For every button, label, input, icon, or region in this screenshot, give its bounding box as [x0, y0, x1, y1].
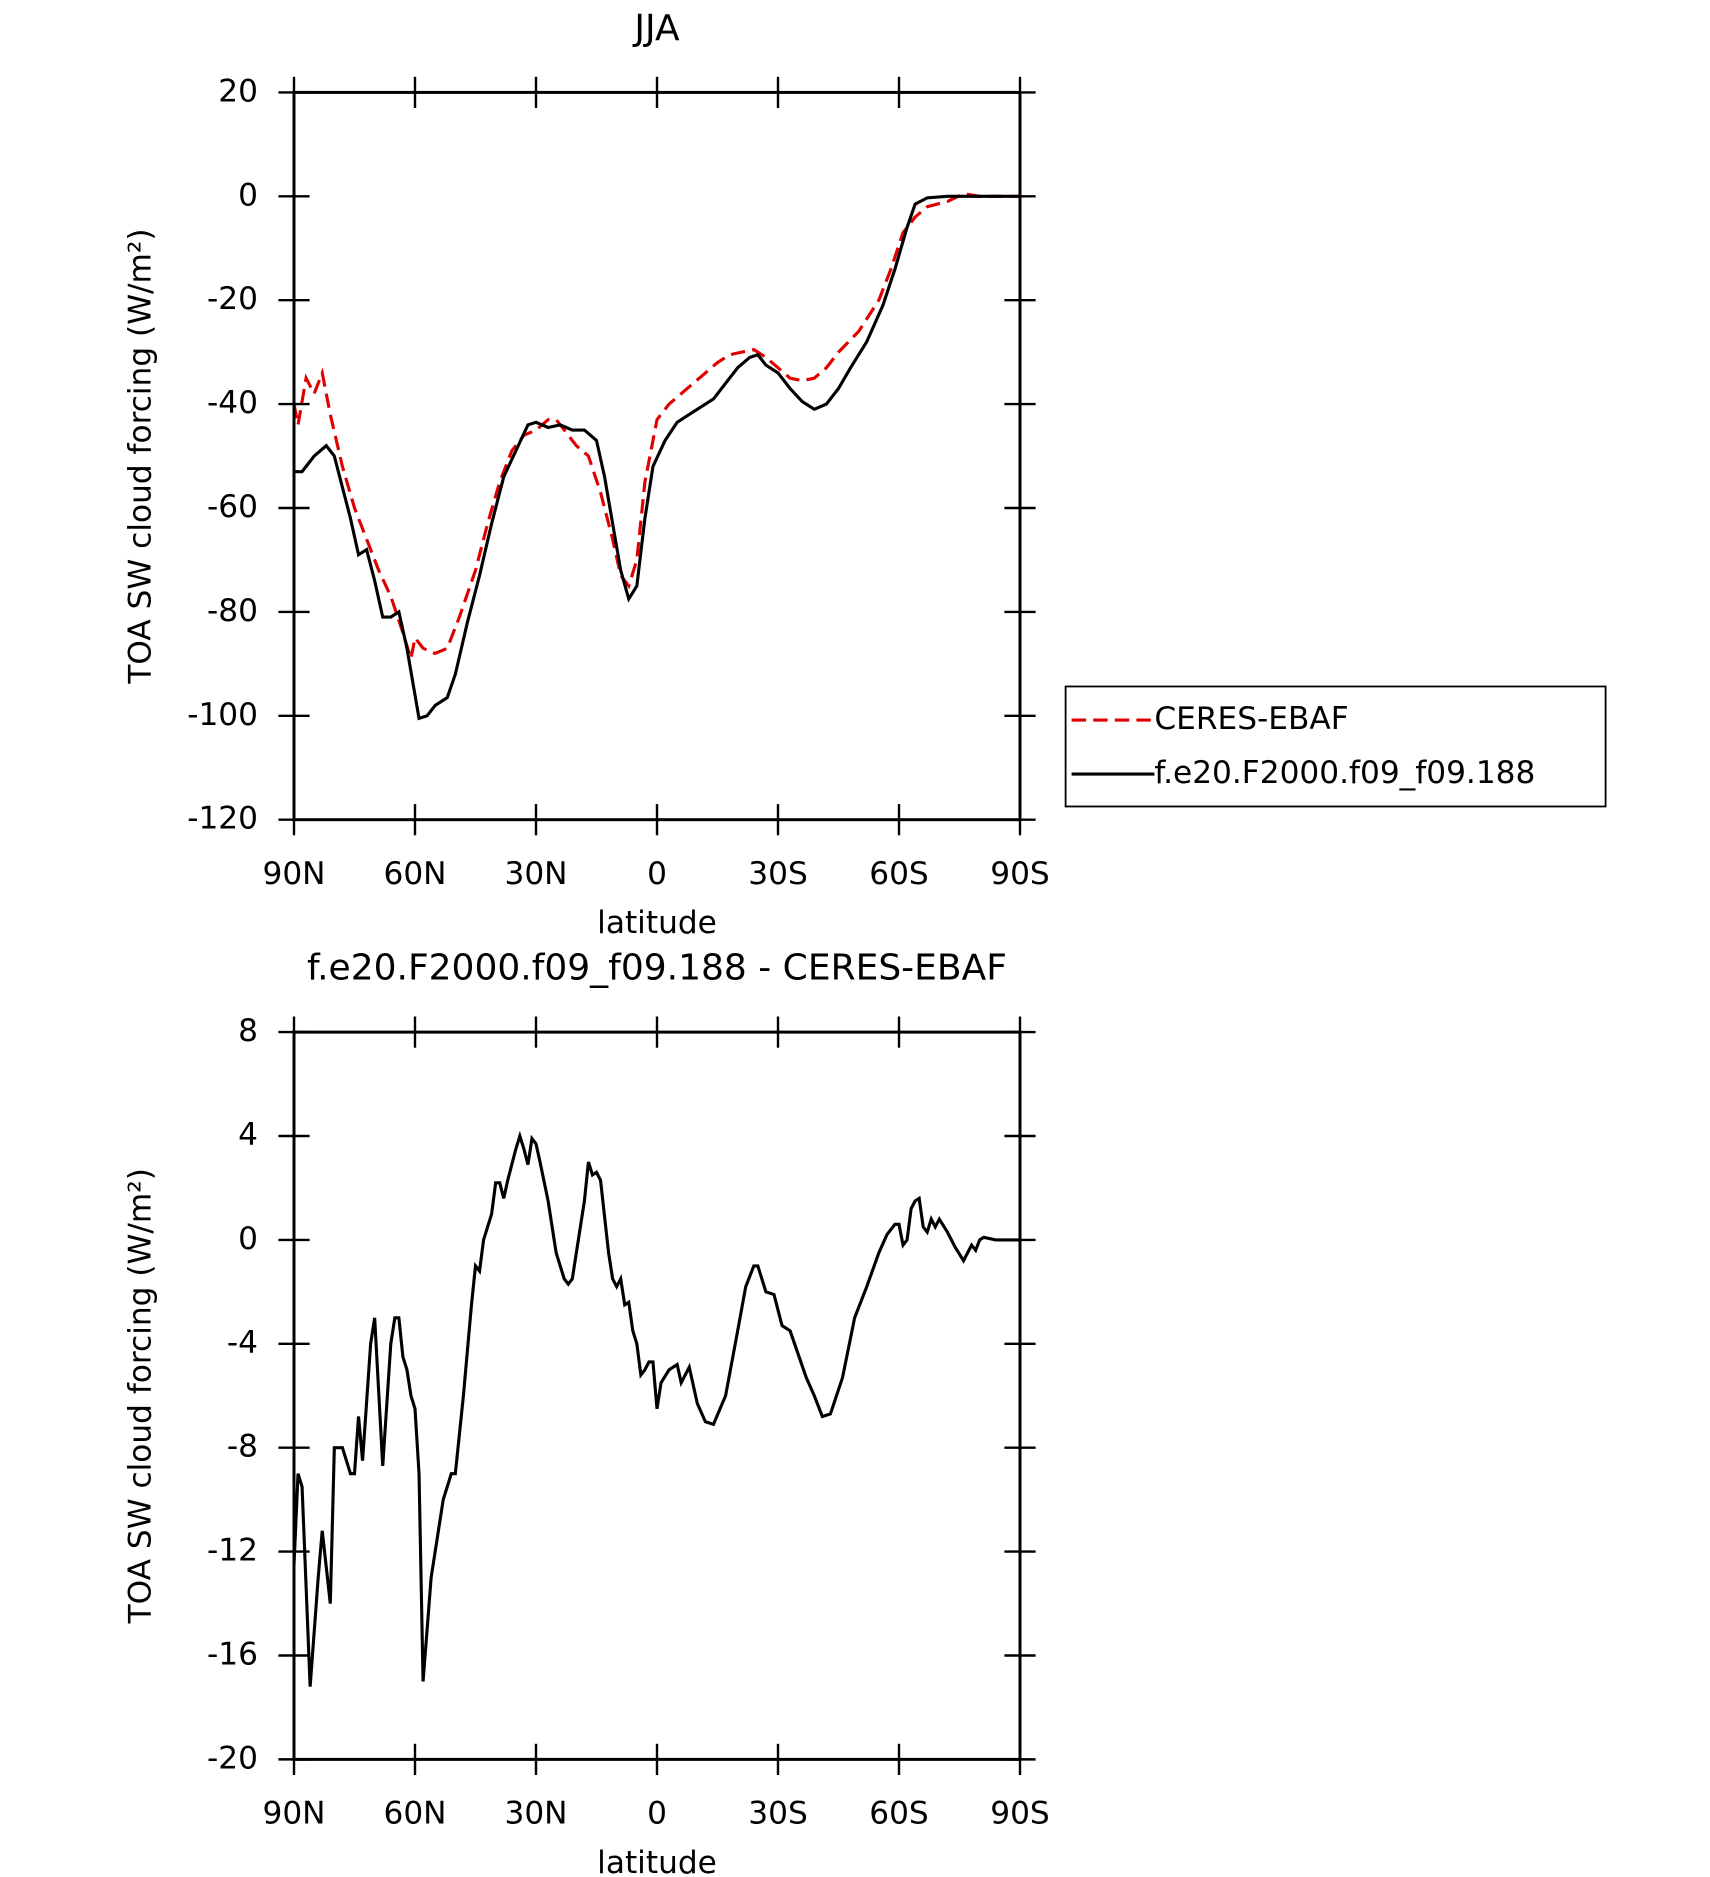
legend-label: f.e20.F2000.f09_f09.188: [1154, 755, 1535, 791]
x-tick-label: 90N: [262, 1796, 325, 1832]
x-tick-label: 30N: [504, 856, 567, 892]
y-axis-label: TOA SW cloud forcing (W/m²): [123, 228, 159, 684]
x-tick-label: 90N: [262, 856, 325, 892]
y-tick-label: -20: [207, 1740, 258, 1776]
x-tick-label: 60S: [869, 1796, 928, 1832]
y-tick-label: -80: [207, 593, 258, 629]
y-tick-label: -8: [227, 1429, 258, 1465]
x-tick-label: 30S: [748, 1796, 807, 1832]
x-axis-label: latitude: [597, 905, 717, 941]
data-line: [292, 1130, 1020, 1687]
x-axis-label: latitude: [597, 1845, 717, 1877]
y-tick-label: -12: [207, 1533, 258, 1569]
y-tick-label: 0: [238, 177, 258, 213]
y-tick-label: 4: [238, 1117, 258, 1153]
plot-frame: [292, 90, 1022, 822]
chart-title: f.e20.F2000.f09_f09.188 - CERES-EBAF: [307, 948, 1007, 989]
y-tick-label: 20: [218, 73, 258, 109]
legend: CERES-EBAF f.e20.F2000.f09_f09.188: [1064, 685, 1607, 808]
x-tick-label: 30S: [748, 856, 807, 892]
legend-label: CERES-EBAF: [1154, 701, 1348, 737]
y-tick-label: -20: [207, 281, 258, 317]
x-tick-label: 60S: [869, 856, 928, 892]
x-tick-label: 60N: [383, 856, 446, 892]
y-axis-label: TOA SW cloud forcing (W/m²): [123, 1168, 159, 1624]
legend-box: [1064, 685, 1607, 808]
y-tick-label: -120: [187, 801, 258, 837]
x-tick-label: 0: [647, 856, 667, 892]
x-tick-label: 90S: [990, 856, 1049, 892]
y-tick-label: -16: [207, 1636, 258, 1672]
x-tick-label: 90S: [990, 1796, 1049, 1832]
y-tick-label: 8: [238, 1013, 258, 1049]
y-tick-label: -100: [187, 697, 258, 733]
x-tick-label: 0: [647, 1796, 667, 1832]
data-line: [292, 192, 1020, 660]
x-tick-label: 30N: [504, 1796, 567, 1832]
y-tick-label: -4: [227, 1325, 258, 1361]
y-tick-label: -40: [207, 385, 258, 421]
chart-title: JJA: [632, 8, 680, 49]
x-tick-label: 60N: [383, 1796, 446, 1832]
data-line: [294, 194, 1020, 721]
y-tick-label: -60: [207, 489, 258, 525]
y-tick-label: 0: [238, 1221, 258, 1257]
plot-frame: [292, 1030, 1022, 1761]
